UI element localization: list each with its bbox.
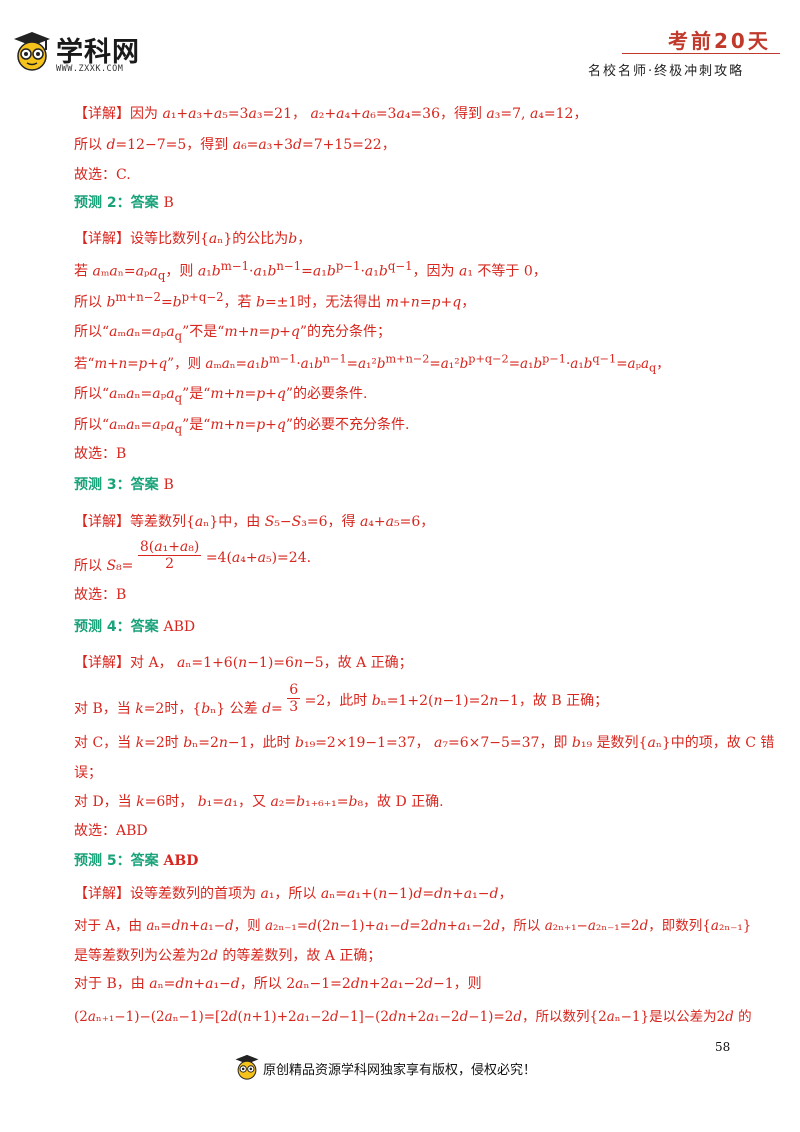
mascot-icon bbox=[235, 1054, 259, 1080]
header-rule bbox=[622, 53, 780, 54]
detail-line: 【详解】设等差数列的首项为 a₁，所以 aₙ=a₁+(n−1)d=dn+a₁−d… bbox=[74, 886, 513, 902]
prediction-3-heading: 预测 3：答案 B bbox=[74, 477, 174, 493]
answer-line: 故选：B bbox=[74, 446, 127, 462]
detail-line: 【详解】等差数列{aₙ}中，由 S₅−S₃=6，得 a₄+a₅=6， bbox=[74, 514, 435, 530]
prediction-2-heading: 预测 2：答案 B bbox=[74, 195, 174, 211]
answer-line: 故选：B bbox=[74, 587, 127, 603]
detail-line: 【详解】对 A， aₙ=1+6(n−1)=6n−5，故 A 正确； bbox=[74, 655, 413, 671]
detail-line: 所以 bm+n−2=bp+q−2，若 b=±1时，无法得出 m+n=p+q， bbox=[74, 290, 476, 311]
detail-line: 【详解】设等比数列{aₙ}的公比为b， bbox=[74, 231, 312, 247]
prediction-5-heading: 预测 5：答案 ABD bbox=[74, 853, 199, 869]
detail-line: 所以 S₈= 8(a₁+a₈) 2 =4(a₄+a₅)=24. bbox=[74, 539, 312, 574]
detail-line: 对 D，当 k=6时， b₁=a₁，又 a₂=b₁₊₆₊₁=b₈，故 D 正确. bbox=[74, 794, 444, 810]
logo-text: 学科网 bbox=[56, 37, 140, 68]
answer-line: 故选：ABD bbox=[74, 823, 148, 839]
detail-line: 所以 d=12−7=5，得到 a₆=a₃+3d=7+15=22， bbox=[74, 137, 396, 153]
logo: 学科网 WWW.ZXXK.COM bbox=[10, 30, 170, 80]
detail-line: 对于 A，由 aₙ=dn+a₁−d，则 a₂ₙ₋₁=d(2n−1)+a₁−d=2… bbox=[74, 918, 752, 934]
detail-line: (2aₙ₊₁−1)−(2aₙ−1)=[2d(n+1)+2a₁−2d−1]−(2d… bbox=[74, 1009, 752, 1025]
detail-line: 对于 B，由 aₙ=dn+a₁−d，所以 2aₙ−1=2dn+2a₁−2d−1，… bbox=[74, 976, 482, 992]
detail-line: 对 B，当 k=2时，{bₙ} 公差 d= 6 3 =2，此时 bₙ=1+2(n… bbox=[74, 682, 609, 717]
answer-line: 故选：C. bbox=[74, 167, 131, 183]
detail-line: 若“m+n=p+q”，则 aₘaₙ=a₁bm−1·a₁bn−1=a₁²bm+n−… bbox=[74, 352, 670, 375]
prediction-4-heading: 预测 4：答案 ABD bbox=[74, 619, 196, 635]
copyright-notice: 原创精品资源学科网独家享有版权，侵权必究！ bbox=[263, 1063, 537, 1078]
detail-line: 所以“aₘaₙ=aₚaq”是“m+n=p+q”的必要不充分条件. bbox=[74, 417, 410, 436]
detail-line: 是等差数列为公差为2d 的等差数列，故 A 正确； bbox=[74, 948, 382, 964]
logo-url: WWW.ZXXK.COM bbox=[56, 64, 124, 74]
detail-line: 若 aₘaₙ=aₚaq，则 a₁bm−1·a₁bn−1=a₁bp−1·a₁bq−… bbox=[74, 259, 547, 283]
page-number: 58 bbox=[715, 1040, 731, 1054]
detail-line: 对 C，当 k=2时 bₙ=2n−1，此时 b₁₉=2×19−1=37， a₇=… bbox=[74, 735, 775, 751]
mascot-icon bbox=[14, 32, 50, 71]
detail-line: 所以“aₘaₙ=aₚaq”是“m+n=p+q”的必要条件. bbox=[74, 386, 368, 405]
detail-line: 【详解】因为 a₁+a₃+a₅=3a₃=21， a₂+a₄+a₆=3a₄=36，… bbox=[74, 106, 588, 122]
detail-line: 误； bbox=[74, 765, 102, 781]
header-title: 考前20天 bbox=[668, 29, 771, 53]
header-subtitle: 名校名师·终极冲刺攻略 bbox=[588, 64, 745, 79]
detail-line: 所以“aₘaₙ=aₚaq”不是“m+n=p+q”的充分条件； bbox=[74, 324, 392, 343]
